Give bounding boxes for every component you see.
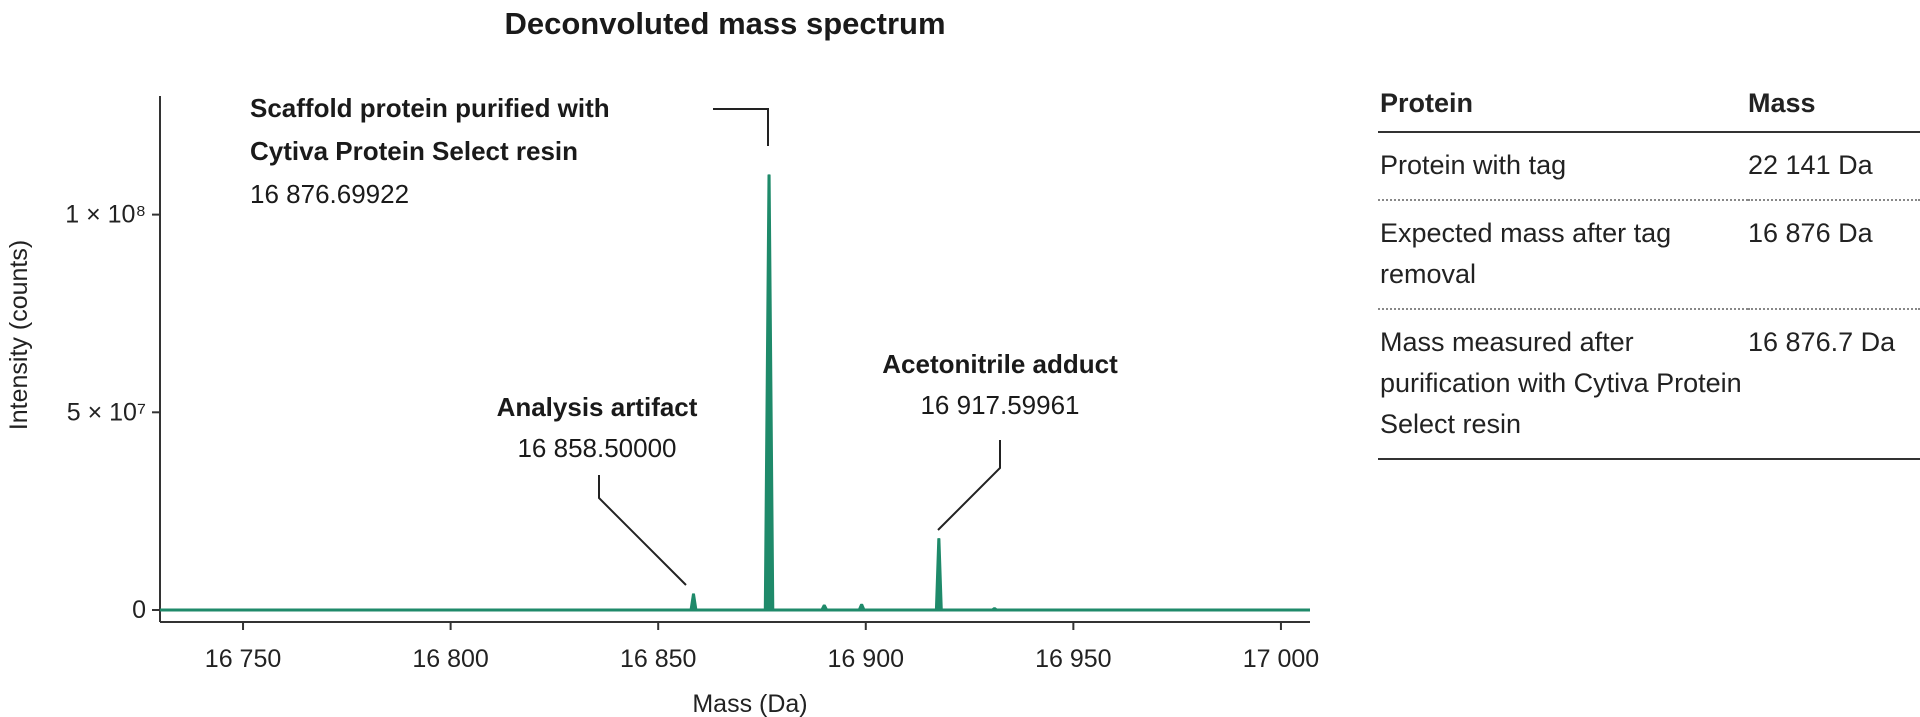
peak-annotations: Scaffold protein purified with Cytiva Pro… [250,93,1118,586]
table-cell-mass: 16 876 Da [1748,200,1920,310]
annotation-leader-line [598,475,687,586]
x-tick-label: 16 850 [620,645,696,673]
mass-table: Protein Mass Protein with tag 22 141 Da … [1378,88,1920,460]
x-tick-label: 16 950 [1035,645,1111,673]
y-axis-label: Intensity (counts) [5,240,33,430]
table-row: Protein with tag 22 141 Da [1378,132,1920,201]
annotation-value: 16 876.69922 [250,179,409,209]
spectrum-series [689,174,999,611]
y-tick-label: 0 [132,596,146,624]
annotation-leader-line [713,108,769,146]
x-axis-label: Mass (Da) [692,690,807,717]
annotation-title: Cytiva Protein Select resin [250,136,578,166]
table-header-mass: Mass [1748,88,1920,133]
spectrum-peak [820,604,829,611]
annotation-title: Scaffold protein purified with [250,93,610,123]
annotation-value: 16 858.50000 [517,433,676,463]
peak-annotation: Analysis artifact 16 858.50000 [497,392,698,586]
y-tick-label: 5 × 10⁷ [67,398,146,426]
table-header-protein: Protein [1378,88,1748,133]
annotation-value: 16 917.59961 [920,390,1079,420]
peak-annotation: Scaffold protein purified with Cytiva Pro… [250,93,769,209]
table-cell-protein: Mass measured after purification with Cy… [1378,309,1748,460]
table-cell-mass: 22 141 Da [1748,132,1920,201]
spectrum-peak [763,174,775,611]
table-header-row: Protein Mass [1378,88,1920,133]
table-cell-protein: Expected mass after tag removal [1378,200,1748,310]
annotation-title: Acetonitrile adduct [882,349,1118,379]
spectrum-peak [934,538,943,611]
axes: 16 750 16 800 16 850 16 900 16 950 17 000 0 5 ×… [65,96,1319,673]
spectrum-peak [857,603,866,611]
x-tick-label: 16 750 [205,645,281,673]
chart-title: Deconvoluted mass spectrum [504,6,945,41]
x-tick-label: 16 800 [412,645,488,673]
annotation-title: Analysis artifact [497,392,698,422]
x-tick-label: 16 900 [828,645,904,673]
table-row: Mass measured after purification with Cy… [1378,309,1920,460]
annotation-leader-line [937,440,1001,531]
table-cell-protein: Protein with tag [1378,132,1748,201]
table-cell-mass: 16 876.7 Da [1748,309,1920,460]
y-tick-label: 1 × 10⁸ [65,201,146,229]
x-tick-label: 17 000 [1243,645,1319,673]
mass-spectrum-chart: Deconvoluted mass spectrum 16 750 16 800 1… [5,6,1319,717]
peak-annotation: Acetonitrile adduct 16 917.59961 [882,349,1118,531]
spectrum-peak [689,593,698,611]
spectrum-peak [990,607,999,611]
table-row: Expected mass after tag removal 16 876 D… [1378,200,1920,310]
